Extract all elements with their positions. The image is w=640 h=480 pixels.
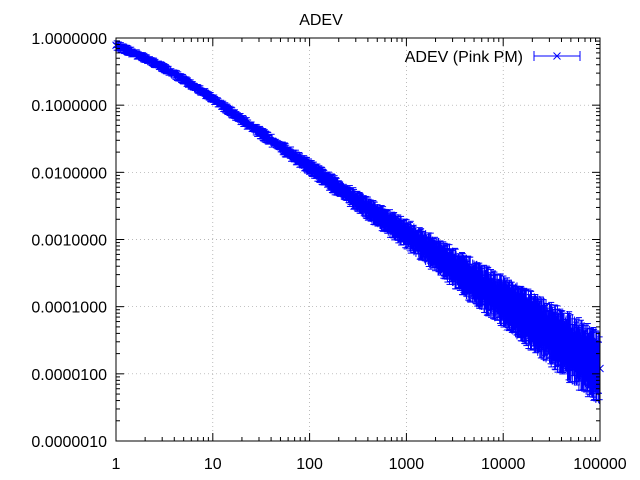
point-marker-stroke (193, 84, 202, 93)
legend-label: ADEV (Pink PM) (405, 49, 523, 66)
point-marker-stroke (305, 163, 314, 171)
point-marker-stroke (373, 211, 382, 220)
legend: ADEV (Pink PM) (405, 49, 581, 66)
x-tick-label: 1 (112, 456, 121, 473)
point-marker-stroke (528, 317, 537, 326)
point-marker-stroke (158, 63, 167, 71)
point-marker-stroke (187, 81, 196, 89)
point-marker-stroke (141, 54, 149, 63)
x-axis-tick-labels: 1 10 100 1000 10000 100000 (112, 456, 627, 473)
point-marker-stroke (499, 297, 508, 306)
point-marker-stroke (567, 344, 575, 353)
data-point (567, 344, 575, 353)
grid-lines (116, 38, 600, 441)
data-point (305, 163, 314, 171)
x-tick-label: 100000 (573, 456, 626, 473)
x-tick-label: 10000 (481, 456, 526, 473)
y-tick-label: 0.0001000 (31, 300, 107, 317)
data-point (199, 88, 208, 97)
data-point (187, 81, 196, 89)
data-point (528, 317, 537, 326)
point-marker-stroke (431, 250, 440, 259)
chart-title: ADEV (299, 12, 343, 29)
point-marker-stroke (199, 88, 208, 97)
x-tick-label: 1000 (389, 456, 425, 473)
data-point (276, 142, 285, 151)
y-axis-tick-labels: 1.0000000 0.1000000 0.0100000 0.0010000 0.00… (31, 31, 107, 451)
data-point (402, 230, 411, 239)
y-tick-label: 0.1000000 (31, 98, 107, 115)
y-tick-label: 1.0000000 (31, 31, 107, 48)
point-marker-stroke (238, 116, 246, 124)
data-point (170, 70, 179, 78)
legend-marker (553, 52, 561, 60)
axis-ticks (115, 37, 601, 442)
point-marker-stroke (470, 278, 478, 287)
series-plot (112, 40, 604, 404)
data-point (431, 250, 440, 259)
data-point (470, 278, 478, 287)
data-point (193, 84, 202, 93)
point-marker-stroke (170, 70, 179, 78)
legend-sample (533, 51, 581, 61)
x-tick-label: 100 (296, 456, 323, 473)
x-tick-label: 10 (204, 456, 222, 473)
data-point (499, 297, 508, 306)
data-point (373, 211, 382, 220)
data-point (179, 75, 188, 84)
data-point (238, 116, 246, 124)
point-marker-stroke (276, 142, 285, 151)
y-tick-label: 0.0010000 (31, 233, 107, 250)
y-tick-label: 0.0100000 (31, 165, 107, 182)
data-point (158, 63, 167, 71)
point-marker-stroke (179, 75, 188, 84)
point-marker-stroke (334, 184, 343, 193)
point-marker-stroke (208, 94, 217, 103)
y-tick-label: 0.0000010 (31, 434, 107, 451)
y-tick-label: 0.0000100 (31, 367, 107, 384)
data-point (208, 94, 217, 103)
point-marker-stroke (402, 230, 411, 239)
data-point (334, 184, 343, 193)
data-point (141, 54, 149, 63)
